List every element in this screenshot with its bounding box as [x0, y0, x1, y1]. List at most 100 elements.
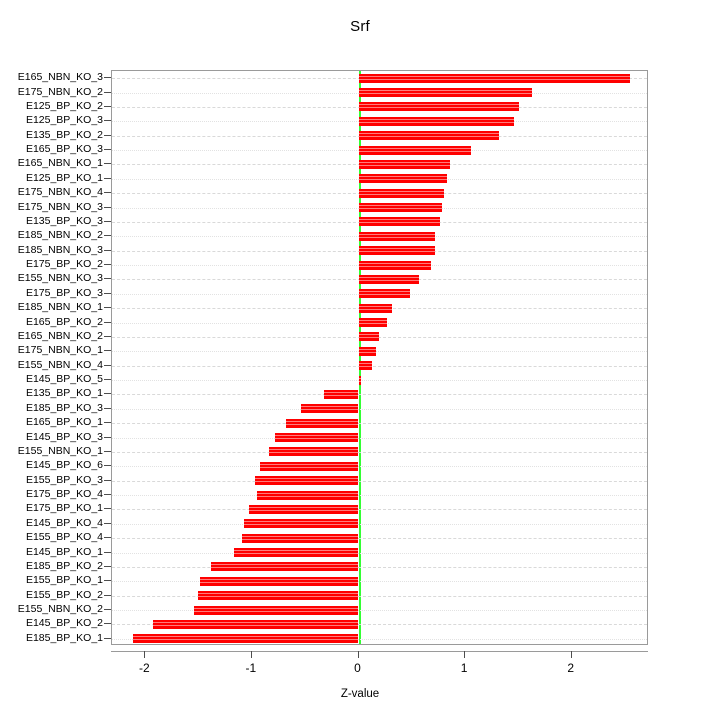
- y-axis-label: E175_BP_KO_1: [25, 502, 103, 514]
- y-axis-tick: [104, 235, 111, 236]
- x-axis-tick: [357, 651, 359, 658]
- y-axis-tick: [104, 566, 111, 567]
- chart-title: Srf: [350, 18, 370, 35]
- y-axis-tick: [104, 408, 111, 409]
- y-axis-label: E185_BP_KO_1: [25, 632, 103, 644]
- y-axis-tick: [104, 178, 111, 179]
- y-axis-tick: [104, 322, 111, 323]
- bar[interactable]: [358, 376, 361, 385]
- gridline: [112, 567, 647, 568]
- bar[interactable]: [358, 217, 440, 226]
- bar[interactable]: [358, 189, 444, 198]
- y-axis-label: E185_BP_KO_2: [25, 560, 103, 572]
- bar[interactable]: [199, 577, 359, 586]
- bar[interactable]: [358, 246, 436, 255]
- y-axis-label: E165_BP_KO_1: [25, 416, 103, 428]
- gridline: [112, 438, 647, 439]
- y-axis-label: E175_NBN_KO_1: [17, 344, 103, 356]
- x-axis-tick: [144, 651, 146, 658]
- x-axis-tick: [570, 651, 572, 658]
- y-axis-label: E175_NBN_KO_2: [17, 86, 103, 98]
- gridline: [112, 394, 647, 395]
- y-axis-label: E145_BP_KO_3: [25, 431, 103, 443]
- bar[interactable]: [358, 131, 500, 140]
- bar[interactable]: [358, 361, 373, 370]
- bar[interactable]: [358, 318, 388, 327]
- bar[interactable]: [358, 88, 533, 97]
- y-axis-tick: [104, 149, 111, 150]
- y-axis-tick: [104, 221, 111, 222]
- y-axis-tick: [104, 264, 111, 265]
- bar[interactable]: [211, 562, 359, 571]
- bar[interactable]: [358, 160, 451, 169]
- y-axis-tick: [104, 623, 111, 624]
- y-axis-tick: [104, 580, 111, 581]
- y-axis-tick: [104, 293, 111, 294]
- bar[interactable]: [242, 534, 359, 543]
- bar[interactable]: [197, 591, 359, 600]
- y-axis-label: E125_BP_KO_2: [25, 100, 103, 112]
- y-axis-label: E135_BP_KO_3: [25, 215, 103, 227]
- bar[interactable]: [358, 102, 520, 111]
- bar[interactable]: [233, 548, 359, 557]
- bar[interactable]: [260, 462, 359, 471]
- bar[interactable]: [358, 261, 431, 270]
- y-axis-tick: [104, 250, 111, 251]
- y-axis-label: E145_BP_KO_2: [25, 617, 103, 629]
- bar[interactable]: [324, 390, 359, 399]
- bar[interactable]: [286, 419, 359, 428]
- bar[interactable]: [358, 117, 515, 126]
- bar[interactable]: [275, 433, 359, 442]
- y-axis-tick: [104, 595, 111, 596]
- bar[interactable]: [132, 634, 359, 643]
- bar[interactable]: [358, 174, 447, 183]
- gridline: [112, 409, 647, 410]
- bar[interactable]: [358, 74, 631, 83]
- y-axis-label: E185_NBN_KO_3: [17, 244, 103, 256]
- bar[interactable]: [358, 347, 376, 356]
- bar[interactable]: [358, 332, 379, 341]
- x-axis-tick-label: 1: [460, 661, 468, 675]
- gridline: [112, 538, 647, 539]
- y-axis-label: E155_BP_KO_2: [25, 589, 103, 601]
- y-axis-label: E175_NBN_KO_4: [17, 186, 103, 198]
- bar[interactable]: [257, 491, 359, 500]
- y-axis-label: E135_BP_KO_2: [25, 129, 103, 141]
- bar[interactable]: [358, 146, 472, 155]
- y-axis-tick: [104, 451, 111, 452]
- y-axis-tick: [104, 508, 111, 509]
- x-axis-tick: [464, 651, 466, 658]
- bar[interactable]: [194, 606, 359, 615]
- bar[interactable]: [244, 519, 359, 528]
- y-axis-label: E175_NBN_KO_3: [17, 201, 103, 213]
- bar[interactable]: [358, 275, 420, 284]
- gridline: [112, 366, 647, 367]
- y-axis-category-labels: E165_NBN_KO_3 E175_NBN_KO_2 E125_BP_KO_2 E1…: [0, 70, 111, 645]
- bar[interactable]: [358, 289, 410, 298]
- gridline: [112, 553, 647, 554]
- bar[interactable]: [358, 304, 392, 313]
- bar[interactable]: [268, 447, 359, 456]
- bar[interactable]: [358, 203, 442, 212]
- y-axis-label: E185_BP_KO_3: [25, 402, 103, 414]
- x-axis-tick: [250, 651, 252, 658]
- y-axis-label: E125_BP_KO_3: [25, 114, 103, 126]
- y-axis-label: E165_BP_KO_2: [25, 316, 103, 328]
- y-axis-label: E155_NBN_KO_3: [17, 272, 103, 284]
- y-axis-tick: [104, 207, 111, 208]
- y-axis-label: E165_NBN_KO_1: [17, 157, 103, 169]
- bar[interactable]: [255, 476, 359, 485]
- bar[interactable]: [248, 505, 359, 514]
- y-axis-tick: [104, 192, 111, 193]
- y-axis-label: E155_BP_KO_1: [25, 574, 103, 586]
- bar[interactable]: [152, 620, 359, 629]
- y-axis-tick: [104, 120, 111, 121]
- zero-reference-line: [358, 71, 361, 644]
- gridline: [112, 452, 647, 453]
- y-axis-tick: [104, 523, 111, 524]
- bar[interactable]: [358, 232, 436, 241]
- bar[interactable]: [300, 404, 359, 413]
- gridline: [112, 423, 647, 424]
- y-axis-label: E135_BP_KO_1: [25, 387, 103, 399]
